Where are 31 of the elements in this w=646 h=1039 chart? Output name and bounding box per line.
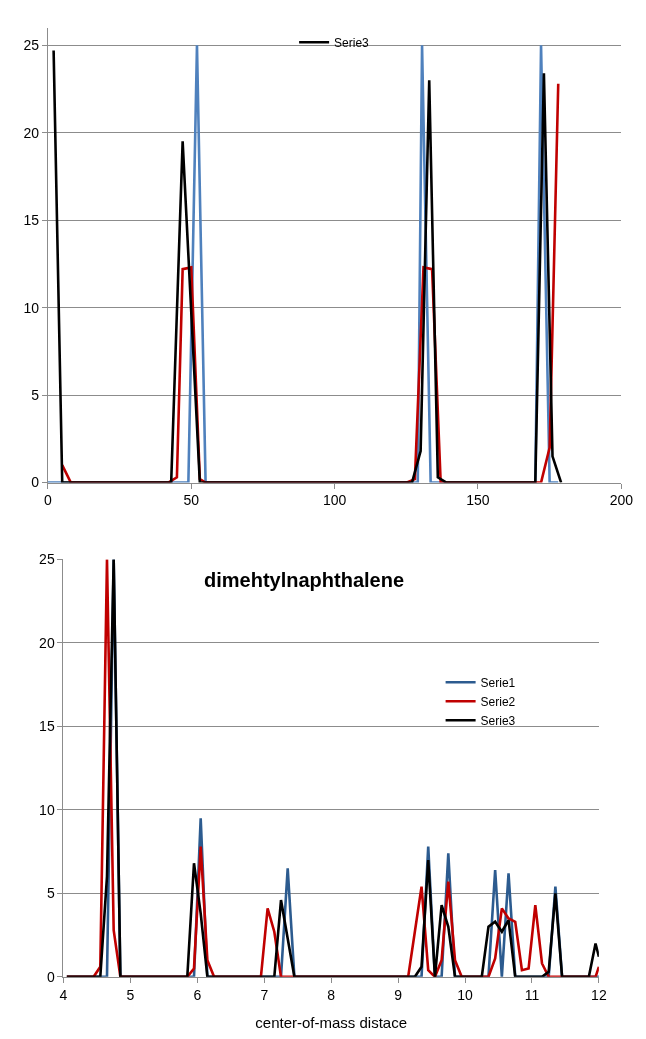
y-tick-label: 15 xyxy=(23,212,40,229)
x-tick-label: 5 xyxy=(126,986,135,1003)
legend-label: Serie3 xyxy=(334,35,370,50)
y-tick-label: 10 xyxy=(39,801,55,818)
y-tick-label: 5 xyxy=(31,387,40,403)
x-tick-label: 11 xyxy=(524,986,540,1003)
y-tick-label: 20 xyxy=(23,124,40,141)
x-tick-label: 50 xyxy=(183,492,200,509)
x-axis-title: center-of-mass distace xyxy=(255,1013,408,1031)
x-tick-label: 150 xyxy=(466,492,490,509)
x-tick-label: 200 xyxy=(609,492,634,509)
y-tick-label: 25 xyxy=(23,37,40,54)
x-tick-label: 6 xyxy=(193,986,202,1003)
x-tick-label: 4 xyxy=(59,986,68,1003)
y-tick-label: 10 xyxy=(23,299,40,316)
x-tick-label: 10 xyxy=(457,986,474,1003)
text: dimehtylnaphthalene xyxy=(204,569,405,591)
legend-label: Serie1 xyxy=(480,676,516,690)
y-tick-label: 0 xyxy=(31,474,40,491)
x-tick-label: 7 xyxy=(260,986,269,1003)
y-tick-label: 5 xyxy=(46,885,55,902)
y-tick-label: 15 xyxy=(39,718,55,735)
x-tick-label: 12 xyxy=(591,986,607,1003)
x-tick-label: 9 xyxy=(394,986,403,1003)
legend-label: Serie3 xyxy=(480,714,516,728)
y-tick-label: 20 xyxy=(39,634,55,651)
y-tick-label: 0 xyxy=(46,968,55,985)
x-tick-label: 8 xyxy=(327,986,336,1003)
x-tick-label: 100 xyxy=(322,492,347,509)
y-tick-label: 25 xyxy=(39,551,55,568)
legend-label: Serie2 xyxy=(480,695,516,709)
